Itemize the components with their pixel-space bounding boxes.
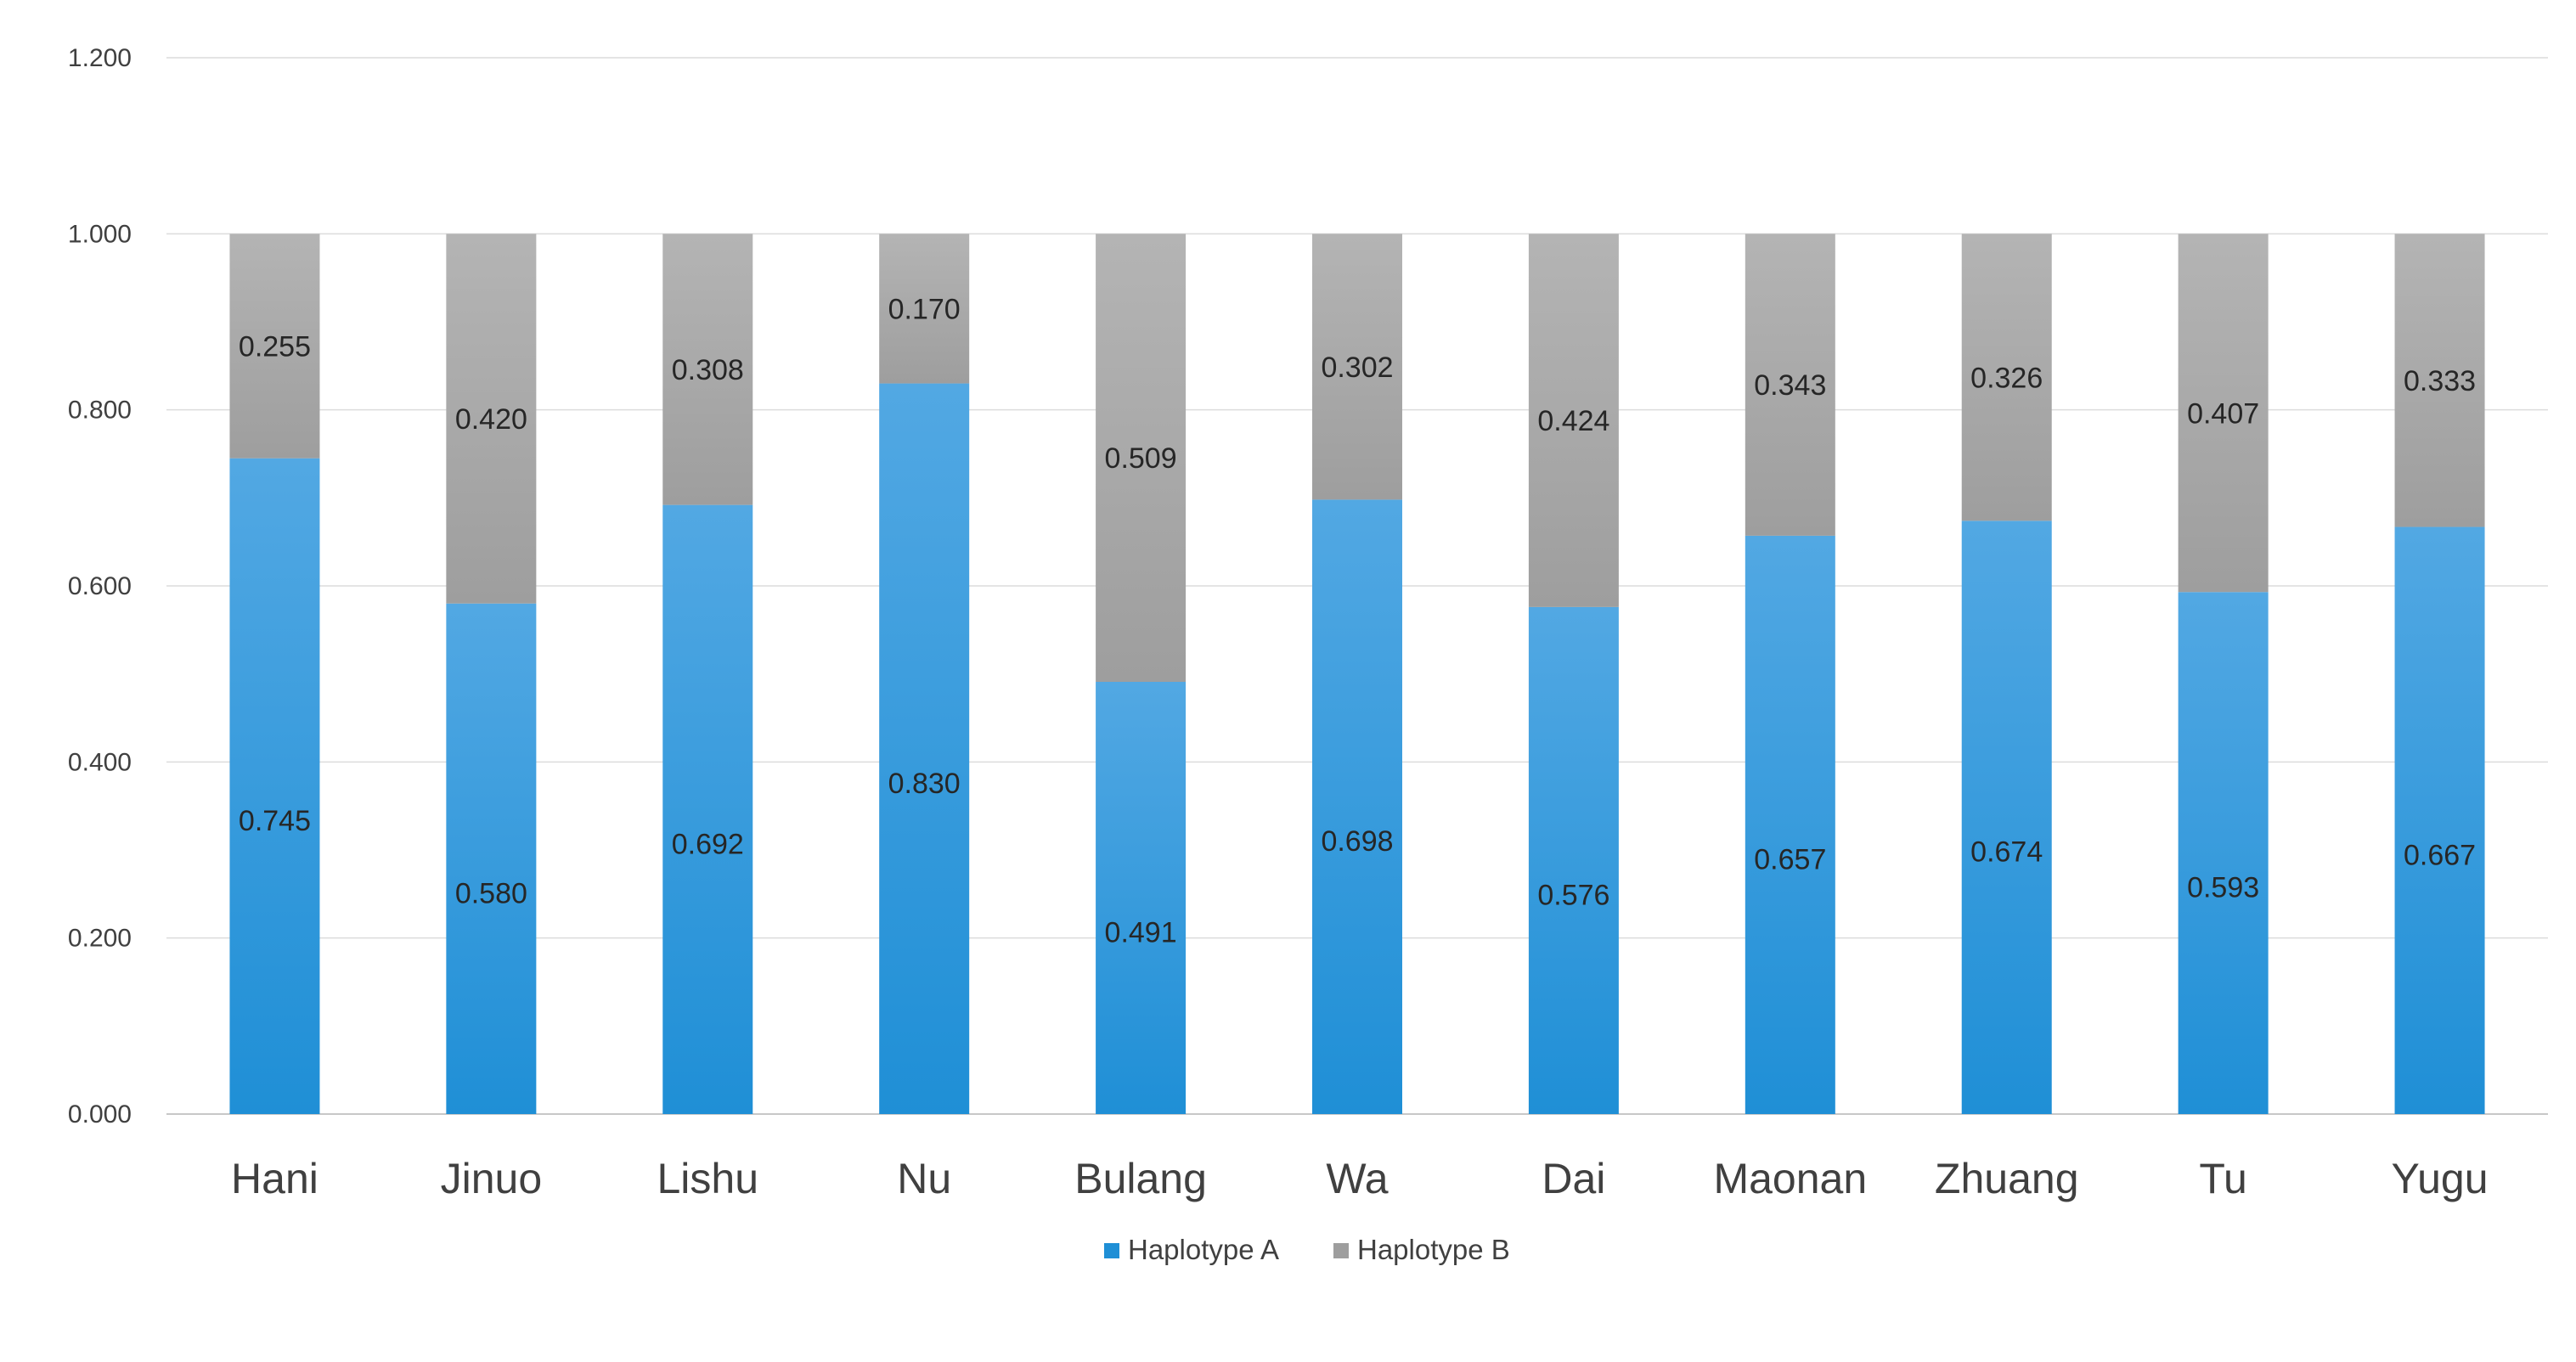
bar-haplotype-a xyxy=(2394,526,2485,1114)
x-axis-category-labels: Hani Jinuo Lishu Nu Bulang Wa Dai Maonan Zhuang T… xyxy=(231,1155,2489,1202)
data-label: 0.674 xyxy=(1970,836,2043,869)
data-label: 0.657 xyxy=(1754,843,1826,875)
legend-item: Haplotype A xyxy=(1104,1234,1279,1265)
x-category-label: Bulang xyxy=(1074,1155,1207,1202)
bar-haplotype-a xyxy=(662,504,753,1114)
data-label: 0.830 xyxy=(888,768,961,800)
legend-label: Haplotype B xyxy=(1357,1234,1510,1265)
bar-haplotype-b xyxy=(229,234,320,459)
y-axis-tick-labels: 0.000 0.200 0.400 0.600 0.800 1.000 1.200 xyxy=(68,44,132,1128)
data-label: 0.326 xyxy=(1970,362,2043,394)
x-category-label: Jinuo xyxy=(441,1155,543,1202)
bar-haplotype-a xyxy=(446,603,537,1114)
data-label: 0.509 xyxy=(1105,442,1177,475)
legend-swatch xyxy=(1104,1243,1119,1258)
data-label: 0.302 xyxy=(1321,352,1393,384)
data-label: 0.745 xyxy=(239,805,311,837)
legend-item: Haplotype B xyxy=(1333,1234,1510,1265)
bar-haplotype-a xyxy=(1528,606,1619,1114)
y-tick-label: 0.400 xyxy=(68,748,132,776)
bar-haplotype-a xyxy=(1312,499,1402,1114)
bar-haplotype-a xyxy=(1096,681,1187,1114)
data-label: 0.424 xyxy=(1537,405,1609,437)
data-label: 0.407 xyxy=(2187,397,2259,430)
y-tick-label: 0.600 xyxy=(68,572,132,600)
bar-haplotype-b xyxy=(2394,234,2485,527)
x-category-label: Dai xyxy=(1542,1155,1605,1202)
x-category-label: Yugu xyxy=(2392,1155,2489,1202)
x-category-label: Zhuang xyxy=(1935,1155,2079,1202)
bar-haplotype-b xyxy=(1528,234,1619,607)
data-label: 0.576 xyxy=(1537,879,1609,911)
bar-haplotype-a xyxy=(879,383,970,1115)
bars xyxy=(229,234,2485,1115)
data-label: 0.255 xyxy=(239,331,311,363)
data-label: 0.692 xyxy=(672,828,744,860)
y-tick-label: 0.200 xyxy=(68,925,132,953)
bar-haplotype-b xyxy=(879,234,970,384)
bar-haplotype-a xyxy=(1745,535,1835,1114)
x-category-label: Wa xyxy=(1326,1155,1388,1202)
x-category-label: Lishu xyxy=(657,1155,759,1202)
bar-haplotype-a xyxy=(229,458,320,1114)
bar-haplotype-b xyxy=(1961,234,2052,521)
y-tick-label: 1.000 xyxy=(68,220,132,248)
x-category-label: Hani xyxy=(231,1155,318,1202)
bar-haplotype-b xyxy=(1096,234,1187,682)
bar-haplotype-b xyxy=(446,234,537,604)
y-tick-label: 1.200 xyxy=(68,44,132,72)
x-category-label: Nu xyxy=(897,1155,951,1202)
bar-haplotype-b xyxy=(2178,234,2269,593)
bar-haplotype-b xyxy=(1312,234,1402,500)
legend-swatch xyxy=(1333,1243,1349,1258)
y-tick-label: 0.800 xyxy=(68,397,132,425)
data-label: 0.170 xyxy=(888,293,961,325)
data-label: 0.491 xyxy=(1105,916,1177,948)
x-category-label: Tu xyxy=(2199,1155,2247,1202)
data-label: 0.333 xyxy=(2404,365,2476,397)
legend: Haplotype A Haplotype B xyxy=(1104,1234,1510,1265)
data-label: 0.343 xyxy=(1754,369,1826,402)
x-category-label: Maonan xyxy=(1713,1155,1867,1202)
data-label: 0.580 xyxy=(455,877,527,909)
legend-label: Haplotype A xyxy=(1128,1234,1279,1265)
data-labels: 0.745 0.255 0.580 0.420 0.692 0.308 0.830 0.170… xyxy=(239,293,2476,948)
data-label: 0.667 xyxy=(2404,839,2476,871)
bar-haplotype-a xyxy=(2178,592,2269,1114)
data-label: 0.593 xyxy=(2187,872,2259,904)
data-label: 0.698 xyxy=(1321,825,1393,858)
data-label: 0.308 xyxy=(672,354,744,386)
y-tick-label: 0.000 xyxy=(68,1100,132,1128)
data-label: 0.420 xyxy=(455,403,527,436)
bar-haplotype-b xyxy=(1745,234,1835,536)
bar-haplotype-a xyxy=(1961,521,2052,1114)
bar-haplotype-b xyxy=(662,234,753,505)
